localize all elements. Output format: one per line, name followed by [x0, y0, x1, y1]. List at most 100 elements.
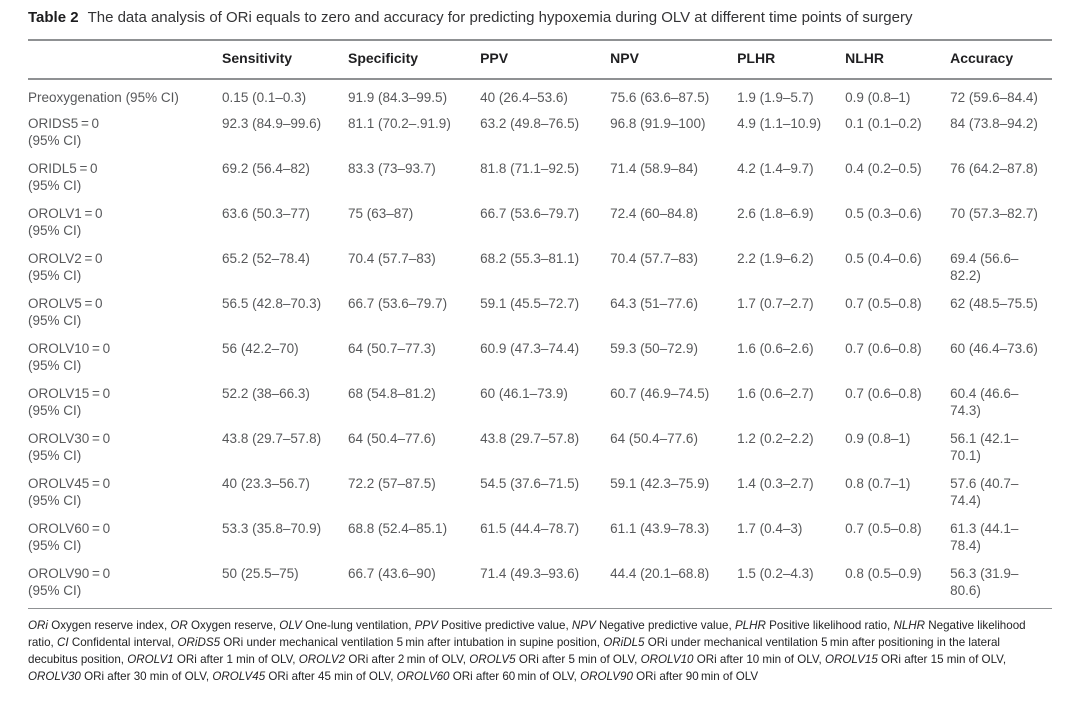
row-label-cell: ORIDS5 = 0 (95% CI): [28, 110, 222, 155]
row-label: ORIDL5 = 0: [28, 160, 98, 176]
cell-nlhr: 0.7 (0.5–0.8): [845, 295, 922, 311]
cell-nlhr: 0.7 (0.6–0.8): [845, 340, 922, 356]
cell-ppv: 40 (26.4–53.6): [480, 89, 568, 105]
row-label-ci: (95% CI): [28, 267, 82, 283]
cell-specificity: 66.7 (53.6–79.7): [347, 295, 448, 311]
footnote-abbreviation: OROLV15: [824, 652, 878, 666]
row-label: OROLV10 = 0: [28, 340, 111, 356]
cell-sensitivity: 92.3 (84.9–99.6): [222, 115, 322, 131]
table-row: OROLV5 = 0 (95% CI) 56.5 (42.8–70.3) 66.7 (…: [28, 290, 1052, 335]
row-label-cell: OROLV30 = 0 (95% CI): [28, 425, 222, 470]
cell-nlhr: 0.5 (0.4–0.6): [845, 250, 922, 266]
table-header: Sensitivity Specificity PPV NPV PLHR NLHR Accu…: [28, 38, 1052, 80]
row-label: OROLV5 = 0: [28, 295, 103, 311]
footnote-abbreviation: OROLV45: [212, 669, 266, 683]
footnote-text: Oxygen reserve index,: [47, 618, 171, 632]
row-label-cell: OROLV10 = 0 (95% CI): [28, 335, 222, 380]
cell-accuracy: 56.3 (31.9–80.6): [950, 559, 1052, 609]
table-row: ORIDS5 = 0 (95% CI) 92.3 (84.9–99.6) 81.1 (…: [28, 110, 1052, 155]
cell-ppv: 66.7 (53.6–79.7): [480, 205, 580, 221]
footnote-text: ORi after 15 min of OLV,: [877, 652, 1007, 666]
row-label-cell: OROLV15 = 0 (95% CI): [28, 380, 222, 425]
cell-ppv: 61.5 (44.4–78.7): [480, 520, 580, 536]
cell-ppv: 54.5 (37.6–71.5): [480, 475, 580, 491]
cell-nlhr: 0.7 (0.6–0.8): [845, 385, 922, 401]
cell-plhr: 1.6 (0.6–2.7): [737, 385, 814, 401]
cell-nlhr: 0.8 (0.5–0.9): [845, 559, 951, 609]
cell-nlhr: 0.1 (0.1–0.2): [845, 115, 922, 131]
footnote-abbreviation: OROLV90: [580, 669, 633, 683]
cell-specificity: 91.9 (84.3–99.5): [347, 89, 448, 105]
footnote-abbreviation: NPV: [571, 618, 596, 632]
cell-npv: 96.8 (91.9–100): [610, 115, 706, 131]
table-footnote: ORi Oxygen reserve index, OR Oxygen rese…: [28, 617, 1052, 685]
cell-nlhr: 0.9 (0.8–1): [845, 430, 911, 446]
cell-nlhr: 0.5 (0.3–0.6): [845, 205, 922, 221]
footnote-abbreviation: OROLV5: [469, 652, 516, 666]
table-header-row: Sensitivity Specificity PPV NPV PLHR NLHR Accu…: [28, 38, 1052, 80]
row-label-ci: (95% CI): [28, 177, 82, 193]
table-row: OROLV60 = 0 (95% CI) 53.3 (35.8–70.9) 68.8 …: [28, 515, 1052, 560]
row-label-ci: (95% CI): [28, 222, 82, 238]
table-number-label: Table 2: [28, 9, 79, 26]
footnote-text: One-lung ventilation,: [301, 618, 415, 632]
cell-npv: 70.4 (57.7–83): [610, 250, 698, 266]
row-label: ORIDS5 = 0: [28, 115, 100, 131]
cell-accuracy: 60.4 (46.6–74.3): [950, 385, 1019, 418]
cell-accuracy: 62 (48.5–75.5): [950, 295, 1038, 311]
footnote-abbreviation: OROLV1: [127, 652, 174, 666]
row-label-ci: (95% CI): [28, 492, 82, 508]
cell-sensitivity: 52.2 (38–66.3): [222, 385, 310, 401]
footnote-abbreviation: PPV: [414, 618, 438, 632]
cell-ppv: 43.8 (29.7–57.8): [480, 430, 580, 446]
cell-plhr: 4.2 (1.4–9.7): [737, 160, 814, 176]
table-caption: Table 2 The data analysis of ORi equals t…: [28, 8, 1052, 28]
row-label: Preoxygenation (95% CI): [28, 89, 179, 105]
cell-nlhr: 0.7 (0.5–0.8): [845, 520, 922, 536]
footnote-text: Negative likelihood ratio,: [28, 618, 1026, 649]
footnote-abbreviation: ORiDL5: [603, 635, 645, 649]
footnote-text: ORi under mechanical ventilation 5 min a…: [220, 635, 604, 649]
row-label: OROLV15 = 0: [28, 385, 111, 401]
footnote-text: ORi after 30 min of OLV,: [80, 669, 213, 683]
footnote-abbreviation: OR: [170, 618, 188, 632]
cell-nlhr: 0.4 (0.2–0.5): [845, 160, 922, 176]
results-table: Sensitivity Specificity PPV NPV PLHR NLHR Accu…: [28, 38, 1052, 609]
footnote-text: ORi after 2 min of OLV,: [345, 652, 470, 666]
footnote-abbreviation: CI: [57, 635, 69, 649]
cell-sensitivity: 53.3 (35.8–70.9): [222, 520, 322, 536]
column-header-ppv: PPV: [480, 38, 611, 80]
footnote-abbreviation: OROLV2: [298, 652, 346, 666]
cell-sensitivity: 50 (25.5–75): [222, 559, 348, 609]
row-label: OROLV60 = 0: [28, 520, 111, 536]
cell-specificity: 70.4 (57.7–83): [347, 250, 436, 266]
cell-npv: 60.7 (46.9–74.5): [610, 385, 710, 401]
cell-accuracy: 61.3 (44.1–78.4): [950, 520, 1019, 553]
row-label: OROLV90 = 0: [28, 565, 111, 581]
cell-plhr: 1.7 (0.4–3): [737, 520, 803, 536]
cell-sensitivity: 63.6 (50.3–77): [222, 205, 310, 221]
cell-accuracy: 56.1 (42.1–70.1): [950, 430, 1019, 463]
cell-npv: 64 (50.4–77.6): [610, 430, 698, 446]
cell-specificity: 64 (50.7–77.3): [347, 340, 436, 356]
row-label-cell: OROLV60 = 0 (95% CI): [28, 515, 222, 560]
cell-ppv: 63.2 (49.8–76.5): [480, 115, 580, 131]
column-header-empty: [28, 38, 223, 80]
footnote-abbreviation: PLHR: [734, 618, 766, 632]
cell-sensitivity: 56 (42.2–70): [222, 340, 299, 356]
cell-npv: 75.6 (63.6–87.5): [610, 89, 710, 105]
column-header-sensitivity: Sensitivity: [222, 38, 348, 80]
cell-nlhr: 0.9 (0.8–1): [845, 89, 911, 105]
table-body: Preoxygenation (95% CI) 0.15 (0.1–0.3) 91.…: [28, 79, 1052, 609]
row-label-cell: OROLV5 = 0 (95% CI): [28, 290, 222, 335]
column-header-specificity: Specificity: [347, 38, 481, 80]
footnote-text: ORi after 90 min of OLV: [632, 669, 759, 683]
row-label-ci: (95% CI): [28, 447, 82, 463]
cell-sensitivity: 40 (23.3–56.7): [222, 475, 310, 491]
footnote-text: Positive predictive value,: [437, 618, 572, 632]
table-row: ORIDL5 = 0 (95% CI) 69.2 (56.4–82) 83.3 (73…: [28, 155, 1052, 200]
row-label: OROLV2 = 0: [28, 250, 103, 266]
cell-accuracy: 76 (64.2–87.8): [950, 160, 1038, 176]
footnote-text: Oxygen reserve,: [187, 618, 280, 632]
row-label-ci: (95% CI): [28, 132, 82, 148]
